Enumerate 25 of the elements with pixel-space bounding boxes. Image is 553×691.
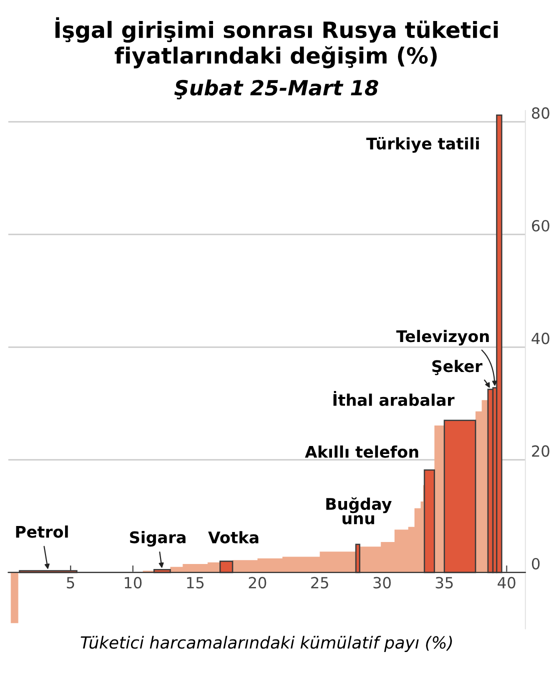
x-tick-label: 30 — [374, 576, 391, 588]
y-tick-label: 80 — [532, 107, 550, 119]
y-tick-label: 40 — [532, 332, 550, 344]
series-label: Akıllı telefon — [304, 445, 418, 458]
x-tick-label: 40 — [498, 576, 516, 588]
y-tick-label: 60 — [532, 220, 550, 232]
x-tick-label: 25 — [311, 576, 328, 588]
text: Petrol — [16, 525, 68, 538]
chart-title: İşgal girişimi sonrası Rusya tüketici fiyatlarındaki değişim (%) — [55, 17, 498, 68]
text: Buğday unu — [326, 497, 392, 524]
y-tick-label: 20 — [532, 445, 550, 457]
text: Televizyon — [396, 330, 489, 346]
x-tick-label: 10 — [124, 576, 142, 588]
chart-subtitle: Şubat 25-Mart 18 — [174, 79, 378, 100]
y-tick-label: 0 — [532, 558, 540, 570]
series-label: Votka — [208, 531, 258, 544]
x-tick-label: 5 — [66, 577, 74, 588]
x-tick-label: 20 — [248, 576, 266, 588]
series-label: İthal arabalar — [333, 391, 455, 406]
series-label: Sigara — [130, 530, 186, 547]
series-label: Türkiye tatili — [366, 137, 479, 153]
x-tick-label: 35 — [436, 576, 453, 588]
series-label: Şeker — [432, 360, 482, 376]
x-axis-title: Tüketici harcamalarındaki kümülatif payı (%) — [80, 636, 452, 652]
x-tick-label: 15 — [187, 577, 204, 588]
